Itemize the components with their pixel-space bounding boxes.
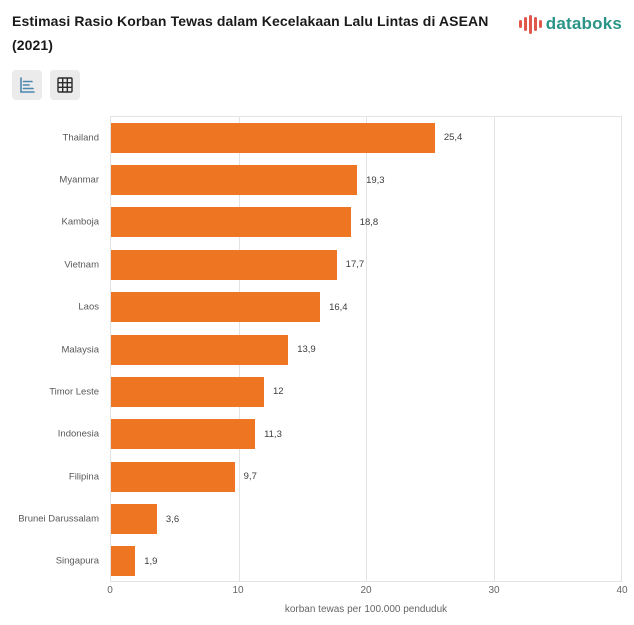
- bar-row: Singapura 1,9: [56, 540, 621, 582]
- category-label: Kamboja: [61, 216, 100, 228]
- category-label: Singapura: [55, 555, 99, 567]
- bar[interactable]: [111, 207, 351, 238]
- value-label: 9,7: [243, 471, 257, 483]
- x-tick-label: 10: [232, 584, 244, 596]
- value-label: 25,4: [443, 132, 463, 144]
- bar[interactable]: [111, 292, 321, 323]
- category-label: Thailand: [62, 132, 99, 144]
- value-label: 18,8: [359, 216, 379, 228]
- value-label: 19,3: [366, 174, 385, 186]
- bar-row: Thailand 25,4: [63, 117, 621, 159]
- x-axis-title: korban tewas per 100.000 penduduk: [284, 603, 448, 615]
- value-label: 17,7: [345, 259, 365, 271]
- bar[interactable]: [111, 461, 235, 492]
- x-tick-label: 40: [616, 584, 628, 596]
- databoks-logo-text: databoks: [545, 14, 622, 33]
- bar-row: Myanmar 19,3: [59, 159, 621, 201]
- x-tick-label: 20: [360, 584, 372, 596]
- category-label: Brunei Darussalam: [18, 513, 99, 525]
- bar-row: Timor Leste 12: [49, 371, 621, 413]
- x-tick-label: 30: [488, 584, 500, 596]
- bar-row: Laos 16,4: [78, 286, 621, 328]
- toolbar: [12, 69, 622, 100]
- bar-row: Vietnam 17,7: [64, 244, 621, 286]
- plot-area: Thailand 25,4 Myanmar 19,3 Kamboja 18,8 Vietna…: [18, 115, 622, 582]
- bar[interactable]: [111, 165, 358, 196]
- bar-row: Malaysia 13,9: [62, 328, 621, 370]
- chart-view-button[interactable]: [12, 69, 42, 100]
- value-label: 11,3: [264, 428, 282, 440]
- category-label: Indonesia: [57, 428, 99, 440]
- bar[interactable]: [111, 504, 157, 534]
- table-icon: [55, 75, 75, 95]
- bar[interactable]: [111, 122, 435, 153]
- category-label: Vietnam: [64, 259, 99, 271]
- table-view-button[interactable]: [50, 69, 80, 100]
- bar[interactable]: [111, 249, 337, 280]
- value-label: 13,9: [297, 344, 316, 356]
- value-label: 1,9: [144, 555, 158, 567]
- value-label: 12: [273, 386, 284, 398]
- gridline: [493, 116, 495, 581]
- bar-row: Indonesia 11,3: [58, 413, 621, 455]
- value-label: 16,4: [329, 301, 348, 313]
- bar[interactable]: [111, 546, 136, 577]
- value-label: 3,6: [165, 513, 180, 525]
- category-label: Myanmar: [59, 174, 99, 186]
- category-label: Laos: [78, 301, 99, 313]
- bar-row: Kamboja 18,8: [62, 201, 621, 243]
- chart: Thailand 25,4 Myanmar 19,3 Kamboja 18,8 Vietna…: [18, 115, 628, 615]
- category-label: Filipina: [68, 471, 99, 483]
- databoks-logo-icon: [518, 14, 542, 34]
- header: Estimasi Rasio Korban Tewas dalam Kecela…: [12, 10, 622, 58]
- bar-row: Brunei Darussalam 3,6: [18, 498, 621, 540]
- x-axis: 0 10 20 30 40: [107, 584, 627, 600]
- databoks-logo: databoks: [518, 14, 622, 34]
- bar[interactable]: [111, 334, 289, 365]
- bar[interactable]: [111, 376, 264, 407]
- gridline: [366, 116, 367, 581]
- category-label: Timor Leste: [49, 386, 99, 398]
- x-tick-label: 0: [107, 584, 113, 596]
- chart-title: Estimasi Rasio Korban Tewas dalam Kecela…: [12, 13, 489, 53]
- bar-chart-icon: [17, 75, 37, 95]
- category-label: Malaysia: [61, 344, 100, 356]
- bar[interactable]: [111, 419, 256, 450]
- bar-row: Filipina 9,7: [69, 455, 621, 497]
